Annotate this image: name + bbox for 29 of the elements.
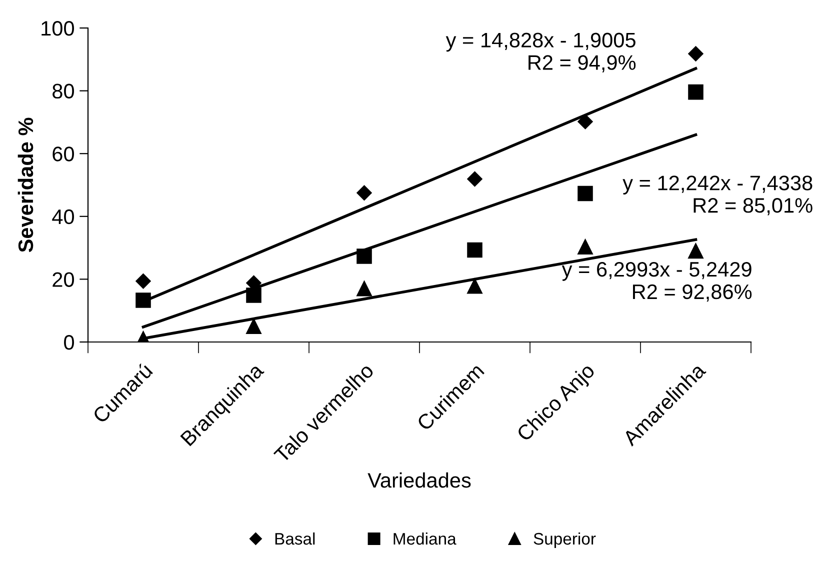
y-tick-label: 20: [52, 272, 74, 287]
point: [136, 274, 151, 289]
point: [356, 185, 372, 200]
legend-label: Mediana: [394, 532, 456, 545]
y-tick-label: 40: [52, 209, 74, 224]
y-tick-label: 0: [64, 335, 74, 350]
legend-label: Basal: [275, 532, 315, 545]
point: [578, 114, 593, 130]
point: [136, 292, 151, 308]
point: [467, 171, 482, 187]
point: [467, 278, 482, 294]
y-tick-label: 80: [52, 84, 74, 99]
annotation: y = 6,2993x - 5,2429 R2 = 92,86%: [562, 262, 752, 302]
point: [467, 242, 482, 258]
annotation: y = 12,242x - 7,4338 R2 = 85,01%: [622, 176, 812, 216]
annotation: y = 14,828x - 1,9005 R2 = 94,9%: [446, 32, 636, 72]
x-axis-title: Variedades: [368, 472, 471, 488]
point: [688, 84, 704, 100]
point: [578, 186, 593, 202]
point: [578, 239, 593, 254]
point: [688, 46, 704, 62]
y-tick-label: 100: [42, 21, 74, 36]
point: [246, 288, 262, 303]
y-tick-label: 60: [52, 146, 74, 162]
point: [356, 280, 372, 296]
y-axis-title: Severidade %: [18, 118, 34, 252]
point: [688, 243, 704, 259]
legend-label: Superior: [534, 532, 596, 548]
point: [246, 318, 262, 334]
